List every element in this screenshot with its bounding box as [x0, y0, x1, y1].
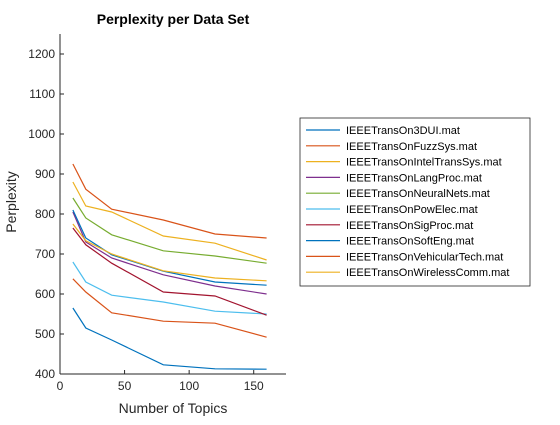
series-line-7 — [72, 227, 267, 316]
y-tick-label: 700 — [35, 247, 55, 261]
y-tick-label: 600 — [35, 287, 55, 301]
series-line-6 — [72, 261, 267, 315]
series-line-4 — [72, 211, 267, 295]
legend-label: IEEETransOnSoftEng.mat — [346, 236, 474, 248]
y-axis-label: Perplexity — [3, 171, 19, 232]
legend-box — [299, 117, 531, 287]
legend-label: IEEETransOnFuzzSys.mat — [346, 141, 477, 153]
legend-label: IEEETransOnIntelTransSys.mat — [346, 157, 502, 169]
y-tick-label: 400 — [35, 367, 55, 381]
series-line-3 — [72, 181, 267, 261]
legend-label: IEEETransOnSigProc.mat — [346, 220, 473, 232]
series-line-2 — [72, 278, 267, 338]
y-tick-label: 800 — [35, 207, 55, 221]
y-tick-label: 1000 — [28, 127, 55, 141]
series-line-10 — [72, 223, 267, 282]
series-line-5 — [72, 197, 267, 264]
legend-label: IEEETransOnNeuralNets.mat — [346, 188, 490, 200]
legend-label: IEEETransOnWirelessComm.mat — [346, 267, 509, 279]
x-tick-label: 0 — [57, 379, 64, 393]
y-tick-label: 500 — [35, 327, 55, 341]
x-tick-label: 50 — [118, 379, 132, 393]
legend-label: IEEETransOn3DUI.mat — [346, 125, 460, 137]
x-axis-label: Number of Topics — [119, 400, 228, 416]
legend-label: IEEETransOnLangProc.mat — [346, 172, 482, 184]
y-tick-label: 1200 — [28, 47, 55, 61]
chart-title: Perplexity per Data Set — [97, 11, 250, 27]
x-tick-label: 100 — [179, 379, 199, 393]
legend-label: IEEETransOnPowElec.mat — [346, 204, 478, 216]
y-tick-label: 1100 — [29, 87, 55, 101]
series-line-1 — [72, 307, 267, 370]
y-tick-label: 900 — [35, 167, 55, 181]
x-tick-label: 150 — [244, 379, 264, 393]
series-line-9 — [72, 163, 267, 239]
legend-label: IEEETransOnVehicularTech.mat — [346, 251, 503, 263]
